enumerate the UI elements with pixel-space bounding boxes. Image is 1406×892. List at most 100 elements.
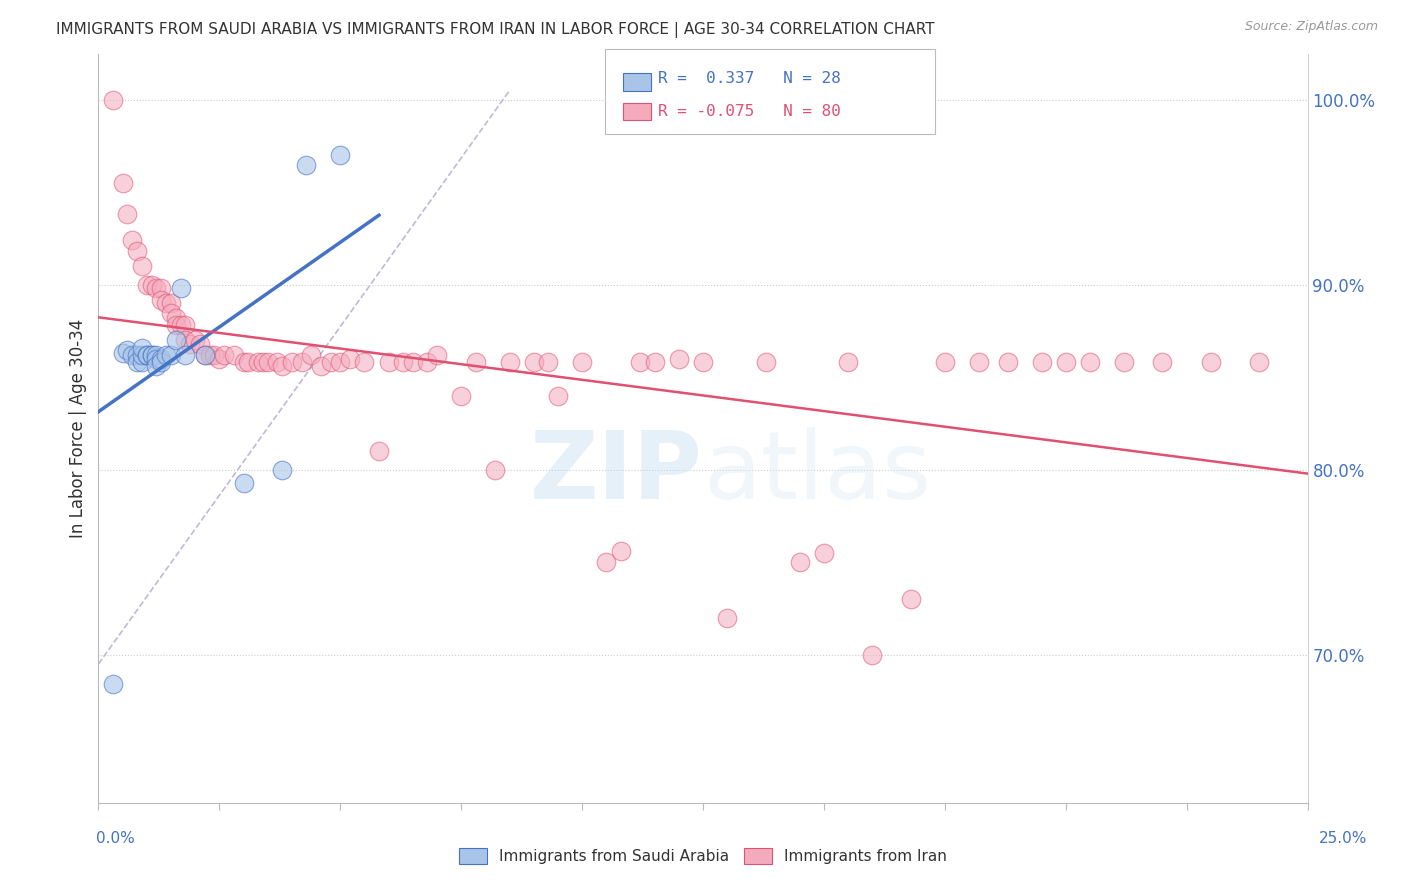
Point <box>127 355 149 369</box>
Point <box>232 355 254 369</box>
Text: ZIP: ZIP <box>530 427 703 519</box>
Point <box>131 260 153 274</box>
Point <box>160 305 183 319</box>
Point <box>402 355 425 369</box>
Point <box>117 343 139 357</box>
Point <box>238 355 260 369</box>
Text: R = -0.075   N = 80: R = -0.075 N = 80 <box>658 104 841 119</box>
Point <box>174 318 197 333</box>
Point <box>271 359 294 374</box>
Point <box>160 348 183 362</box>
Point <box>1112 355 1135 369</box>
Point <box>131 348 153 362</box>
Point <box>194 348 217 362</box>
Point <box>368 444 391 458</box>
Point <box>101 677 124 691</box>
Text: 0.0%: 0.0% <box>96 831 135 846</box>
Point <box>464 355 486 369</box>
Point <box>117 207 139 221</box>
Point <box>150 293 173 307</box>
Point <box>179 337 201 351</box>
Point <box>145 281 167 295</box>
Point <box>1078 355 1101 369</box>
Point <box>127 244 149 259</box>
Point <box>353 355 375 369</box>
Point <box>141 277 163 292</box>
Legend: Immigrants from Saudi Arabia, Immigrants from Iran: Immigrants from Saudi Arabia, Immigrants… <box>453 842 953 870</box>
Point <box>135 348 157 362</box>
Point <box>271 463 294 477</box>
Point <box>121 348 143 362</box>
Y-axis label: In Labor Force | Age 30-34: In Labor Force | Age 30-34 <box>69 318 87 538</box>
Point <box>256 355 278 369</box>
Point <box>145 359 167 374</box>
Point <box>628 355 651 369</box>
Point <box>837 355 859 369</box>
Point <box>309 359 332 374</box>
Point <box>290 355 312 369</box>
Point <box>339 351 361 366</box>
Point <box>111 176 134 190</box>
Point <box>135 277 157 292</box>
Point <box>150 281 173 295</box>
Point <box>247 355 270 369</box>
Point <box>266 355 288 369</box>
Point <box>595 555 617 569</box>
Point <box>135 348 157 362</box>
Point <box>1031 355 1053 369</box>
Text: Source: ZipAtlas.com: Source: ZipAtlas.com <box>1244 20 1378 33</box>
Point <box>222 348 245 362</box>
Point <box>111 346 134 360</box>
Point <box>198 348 221 362</box>
Point <box>860 648 883 662</box>
Point <box>184 333 207 347</box>
Point <box>252 355 274 369</box>
Point <box>212 348 235 362</box>
Text: 25.0%: 25.0% <box>1319 831 1367 846</box>
Point <box>900 592 922 607</box>
Point <box>101 93 124 107</box>
Point <box>295 157 318 171</box>
Point <box>208 351 231 366</box>
Point <box>141 348 163 362</box>
Point <box>571 355 593 369</box>
Point <box>813 546 835 560</box>
Point <box>997 355 1019 369</box>
Point <box>329 355 352 369</box>
Point <box>1199 355 1222 369</box>
Point <box>121 233 143 247</box>
Text: R =  0.337   N = 28: R = 0.337 N = 28 <box>658 71 841 86</box>
Point <box>716 611 738 625</box>
Point <box>169 318 191 333</box>
Point <box>426 348 449 362</box>
Point <box>165 318 187 333</box>
Point <box>188 337 211 351</box>
Point <box>377 355 399 369</box>
Point <box>281 355 304 369</box>
Point <box>498 355 520 369</box>
Point <box>174 348 197 362</box>
Point <box>232 475 254 490</box>
Point <box>131 341 153 355</box>
Point <box>150 351 173 366</box>
Point <box>523 355 546 369</box>
Point <box>934 355 956 369</box>
Point <box>194 348 217 362</box>
Point <box>141 348 163 362</box>
Point <box>610 544 633 558</box>
Point <box>1152 355 1174 369</box>
Point <box>131 355 153 369</box>
Point <box>145 351 167 366</box>
Point <box>692 355 714 369</box>
Point <box>299 348 322 362</box>
Point <box>450 389 472 403</box>
Text: IMMIGRANTS FROM SAUDI ARABIA VS IMMIGRANTS FROM IRAN IN LABOR FORCE | AGE 30-34 : IMMIGRANTS FROM SAUDI ARABIA VS IMMIGRAN… <box>56 22 935 38</box>
Point <box>329 148 352 162</box>
Point <box>319 355 342 369</box>
Point <box>165 333 187 347</box>
Point <box>392 355 415 369</box>
Point <box>547 389 569 403</box>
Point <box>755 355 778 369</box>
Point <box>204 348 226 362</box>
Point <box>145 348 167 362</box>
